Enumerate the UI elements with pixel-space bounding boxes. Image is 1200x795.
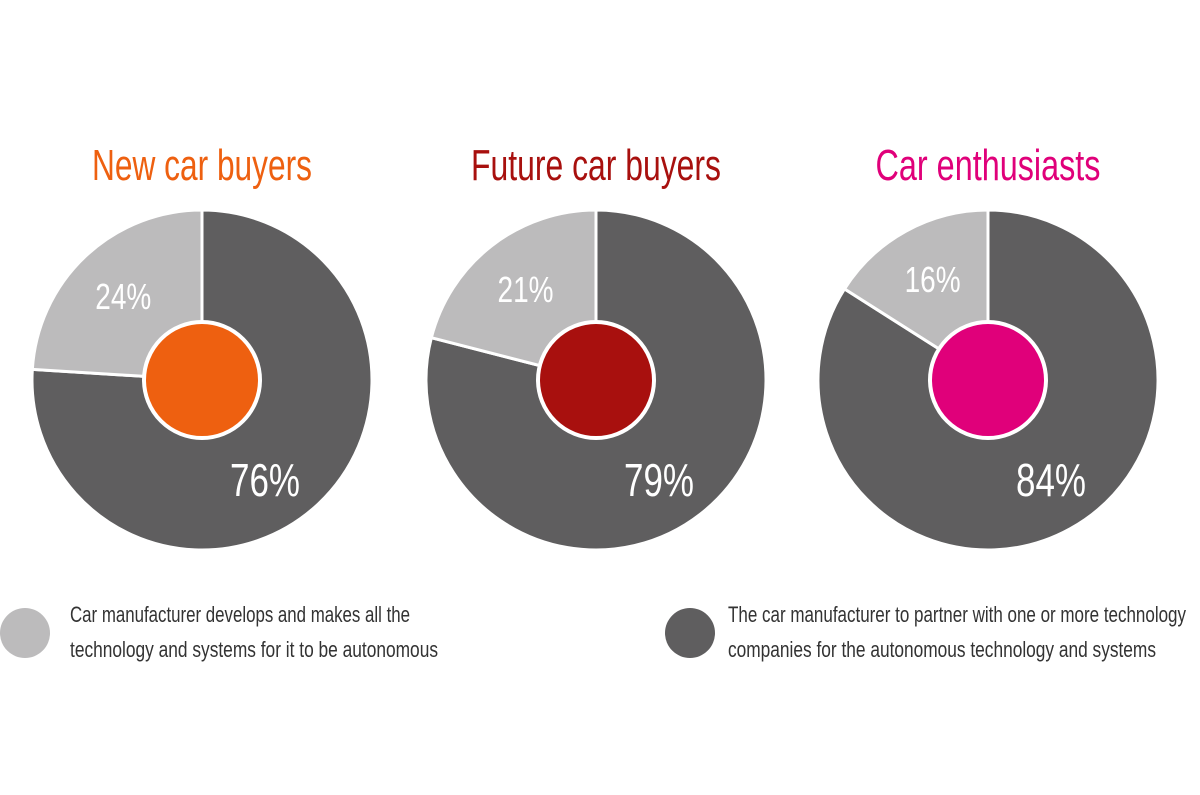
pie-1: New car buyers 24% 76% <box>30 141 374 552</box>
pie-title: Future car buyers <box>471 141 721 190</box>
legend-label-dark-line1: The car manufacturer to partner with one… <box>728 602 1186 627</box>
pie-center-circle <box>142 320 262 440</box>
pie-label-light: 24% <box>95 276 151 317</box>
legend: Car manufacturer develops and makes all … <box>0 602 1186 662</box>
pie-label-dark: 76% <box>230 454 300 506</box>
pie-slice-dark <box>816 208 1160 552</box>
pie-center-circle <box>536 320 656 440</box>
pie-label-dark: 79% <box>624 454 694 506</box>
pie-3: Car enthusiasts 16% 84% <box>816 141 1160 552</box>
legend-label-light-line1: Car manufacturer develops and makes all … <box>70 602 410 627</box>
pie-slice-dark <box>424 208 768 552</box>
pie-label-dark: 84% <box>1016 454 1086 506</box>
pie-slice-light <box>30 208 204 382</box>
pie-2: Future car buyers 21% 79% <box>424 141 768 552</box>
pie-label-light: 16% <box>905 259 961 300</box>
legend-swatch-light <box>0 608 50 658</box>
pie-title: Car enthusiasts <box>876 141 1101 190</box>
pie-center-circle <box>928 320 1048 440</box>
pie-slice-dark <box>30 208 374 552</box>
pie-title: New car buyers <box>92 141 312 190</box>
legend-swatch-dark <box>665 608 715 658</box>
legend-label-dark-line2: companies for the autonomous technology … <box>728 637 1156 662</box>
legend-label-light-line2: technology and systems for it to be auto… <box>70 637 438 662</box>
pie-label-light: 21% <box>498 269 554 310</box>
